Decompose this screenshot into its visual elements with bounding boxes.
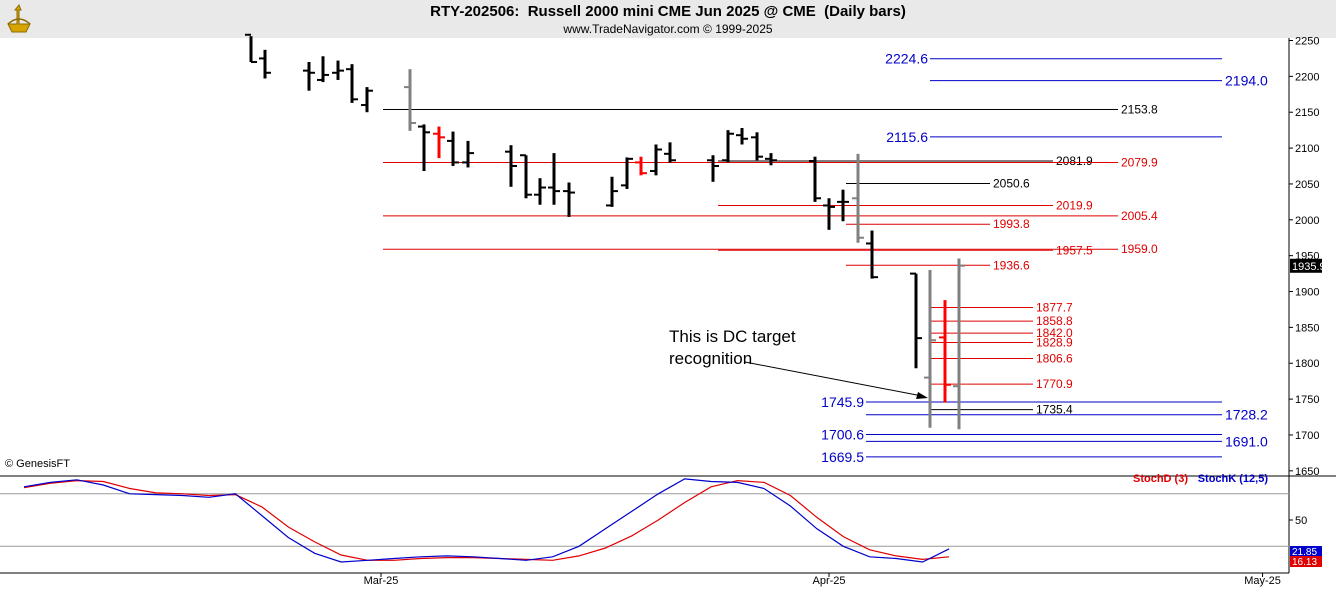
- level-label-1959.0: 1959.0: [1121, 242, 1158, 256]
- level-label-1669.5: 1669.5: [821, 449, 864, 465]
- stoch-k-tag: [1290, 546, 1322, 557]
- genesis-watermark: © GenesisFT: [5, 458, 70, 470]
- price-tick-label: 2100: [1295, 143, 1319, 155]
- annotation-arrow: [744, 361, 923, 397]
- stoch-d-legend: StochD (3): [1133, 473, 1188, 485]
- stoch-d-value: 16.13: [1292, 557, 1317, 568]
- level-label-1770.9: 1770.9: [1036, 377, 1073, 391]
- price-tick-label: 1850: [1295, 322, 1319, 334]
- level-label-2153.8: 2153.8: [1121, 102, 1158, 116]
- level-label-1877.7: 1877.7: [1036, 301, 1073, 315]
- price-tick-label: 2050: [1295, 179, 1319, 191]
- level-label-1936.6: 1936.6: [993, 258, 1030, 272]
- price-tick-label: 2250: [1295, 36, 1319, 48]
- chart-subtitle: www.TradeNavigator.com © 1999-2025: [563, 22, 773, 36]
- annotation-text: This is DC target: [669, 327, 796, 346]
- price-tick-label: 2000: [1295, 215, 1319, 227]
- level-label-1957.5: 1957.5: [1056, 243, 1093, 257]
- price-tick-label: 1900: [1295, 287, 1319, 299]
- stoch-d-line: [23, 479, 950, 561]
- stoch-k-legend: StochK (12,5): [1198, 473, 1269, 485]
- level-label-1700.6: 1700.6: [821, 427, 864, 443]
- level-label-1745.9: 1745.9: [821, 394, 864, 410]
- stoch-k-line: [23, 478, 950, 563]
- level-label-1858.8: 1858.8: [1036, 314, 1073, 328]
- level-label-2050.6: 2050.6: [993, 177, 1030, 191]
- level-label-1806.6: 1806.6: [1036, 352, 1073, 366]
- level-label-2115.6: 2115.6: [886, 129, 928, 145]
- last-price-tag: [1290, 258, 1322, 273]
- trade-navigator-logo-icon: [7, 4, 31, 33]
- level-label-2079.9: 2079.9: [1121, 155, 1158, 169]
- level-label-2019.9: 2019.9: [1056, 199, 1093, 213]
- chart-title: RTY-202506: Russell 2000 mini CME Jun 20…: [430, 3, 906, 20]
- level-label-1828.9: 1828.9: [1036, 336, 1073, 350]
- level-label-1728.2: 1728.2: [1225, 407, 1268, 423]
- chart-header: RTY-202506: Russell 2000 mini CME Jun 20…: [0, 0, 1336, 38]
- level-label-1691.0: 1691.0: [1225, 433, 1268, 449]
- price-tick-label: 2200: [1295, 71, 1319, 83]
- level-label-1735.4: 1735.4: [1036, 403, 1073, 417]
- date-tick-label: Apr-25: [812, 575, 845, 587]
- level-label-1842.0: 1842.0: [1036, 326, 1073, 340]
- level-label-2005.4: 2005.4: [1121, 209, 1158, 223]
- date-tick-label: Mar-25: [364, 575, 399, 587]
- level-label-2224.6: 2224.6: [885, 51, 928, 67]
- level-label-2081.9: 2081.9: [1056, 154, 1093, 168]
- price-tick-label: 1700: [1295, 430, 1319, 442]
- stoch-tick-label: 50: [1295, 515, 1307, 527]
- annotation-arrowhead: [916, 392, 928, 399]
- price-tick-label: 1750: [1295, 394, 1319, 406]
- stoch-k-value: 21.85: [1292, 547, 1317, 558]
- last-price-label: 1935.9: [1292, 261, 1326, 273]
- price-tick-label: 1800: [1295, 358, 1319, 370]
- stoch-d-tag: [1290, 556, 1322, 567]
- date-tick-label: May-25: [1244, 575, 1281, 587]
- level-label-1993.8: 1993.8: [993, 217, 1030, 231]
- annotation-text: recognition: [669, 349, 752, 368]
- price-tick-label: 1650: [1295, 466, 1319, 478]
- level-label-2194.0: 2194.0: [1225, 73, 1268, 89]
- price-tick-label: 2150: [1295, 107, 1319, 119]
